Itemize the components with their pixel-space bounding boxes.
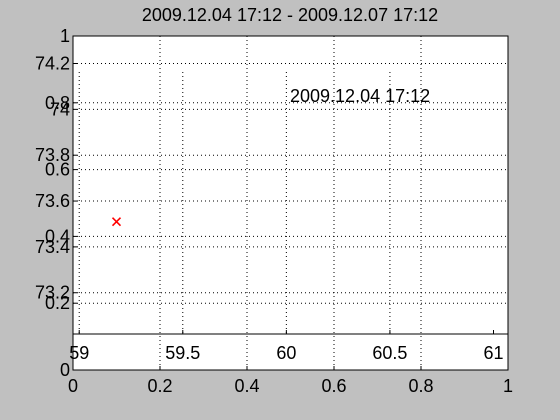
- chart-annotation: 2009.12.04 17:12: [290, 86, 430, 106]
- base-y-tick-label: 0.2: [45, 293, 70, 313]
- overlay-x-tick-label: 59: [69, 343, 89, 363]
- chart-title: 2009.12.04 17:12 - 2009.12.07 17:12: [142, 5, 438, 25]
- overlay-y-tick-label: 73.6: [35, 191, 70, 211]
- overlay-axes: 59 59.5 60 60.5 61 73.2 73.4 73.6 73.8 74 74.2: [35, 54, 508, 363]
- data-marks: [111, 217, 122, 227]
- base-y-tick-label: 0.8: [45, 93, 70, 113]
- overlay-y-tick-label: 73.8: [35, 145, 70, 165]
- data-point: [111, 217, 122, 227]
- base-axes: 0 0.2 0.4 0.6 0.8 1 0 0.2 0.4 0.6 0.8 1: [45, 26, 513, 396]
- overlay-x-tick-label: 60.5: [372, 343, 407, 363]
- base-x-tick-label: 1: [503, 376, 513, 396]
- base-axes-frame: [72, 35, 509, 371]
- overlay-x-tick-label: 60: [276, 343, 296, 363]
- base-x-tick-label: 0.8: [408, 376, 433, 396]
- overlay-y-tick-label: 74.2: [35, 54, 70, 74]
- base-y-tick-label: 0.4: [45, 226, 70, 246]
- base-x-tick-label: 0.2: [147, 376, 172, 396]
- base-x-tick-label: 0: [68, 376, 78, 396]
- overlay-grid: [73, 63, 508, 334]
- base-y-tick-label: 1: [60, 26, 70, 46]
- base-grid: [73, 36, 508, 370]
- overlay-y-tick-label: 73.2: [35, 283, 70, 303]
- base-x-tick-label: 0.4: [234, 376, 259, 396]
- overlay-ticks: 59 59.5 60 60.5 61 73.2 73.4 73.6 73.8 74 74.2: [35, 54, 504, 363]
- base-y-tick-label: 0: [60, 360, 70, 380]
- overlay-x-tick-label: 61: [483, 343, 503, 363]
- overlay-y-tick-label: 74: [50, 99, 70, 119]
- base-axes-face: [73, 36, 508, 370]
- overlay-y-tick-label: 73.4: [35, 237, 70, 257]
- overlay-x-tick-label: 59.5: [165, 343, 200, 363]
- base-ticks: 0 0.2 0.4 0.6 0.8 1 0 0.2 0.4 0.6 0.8 1: [45, 26, 513, 396]
- data-point-stroke: [111, 217, 122, 227]
- base-y-tick-label: 0.6: [45, 160, 70, 180]
- base-x-tick-label: 0.6: [321, 376, 346, 396]
